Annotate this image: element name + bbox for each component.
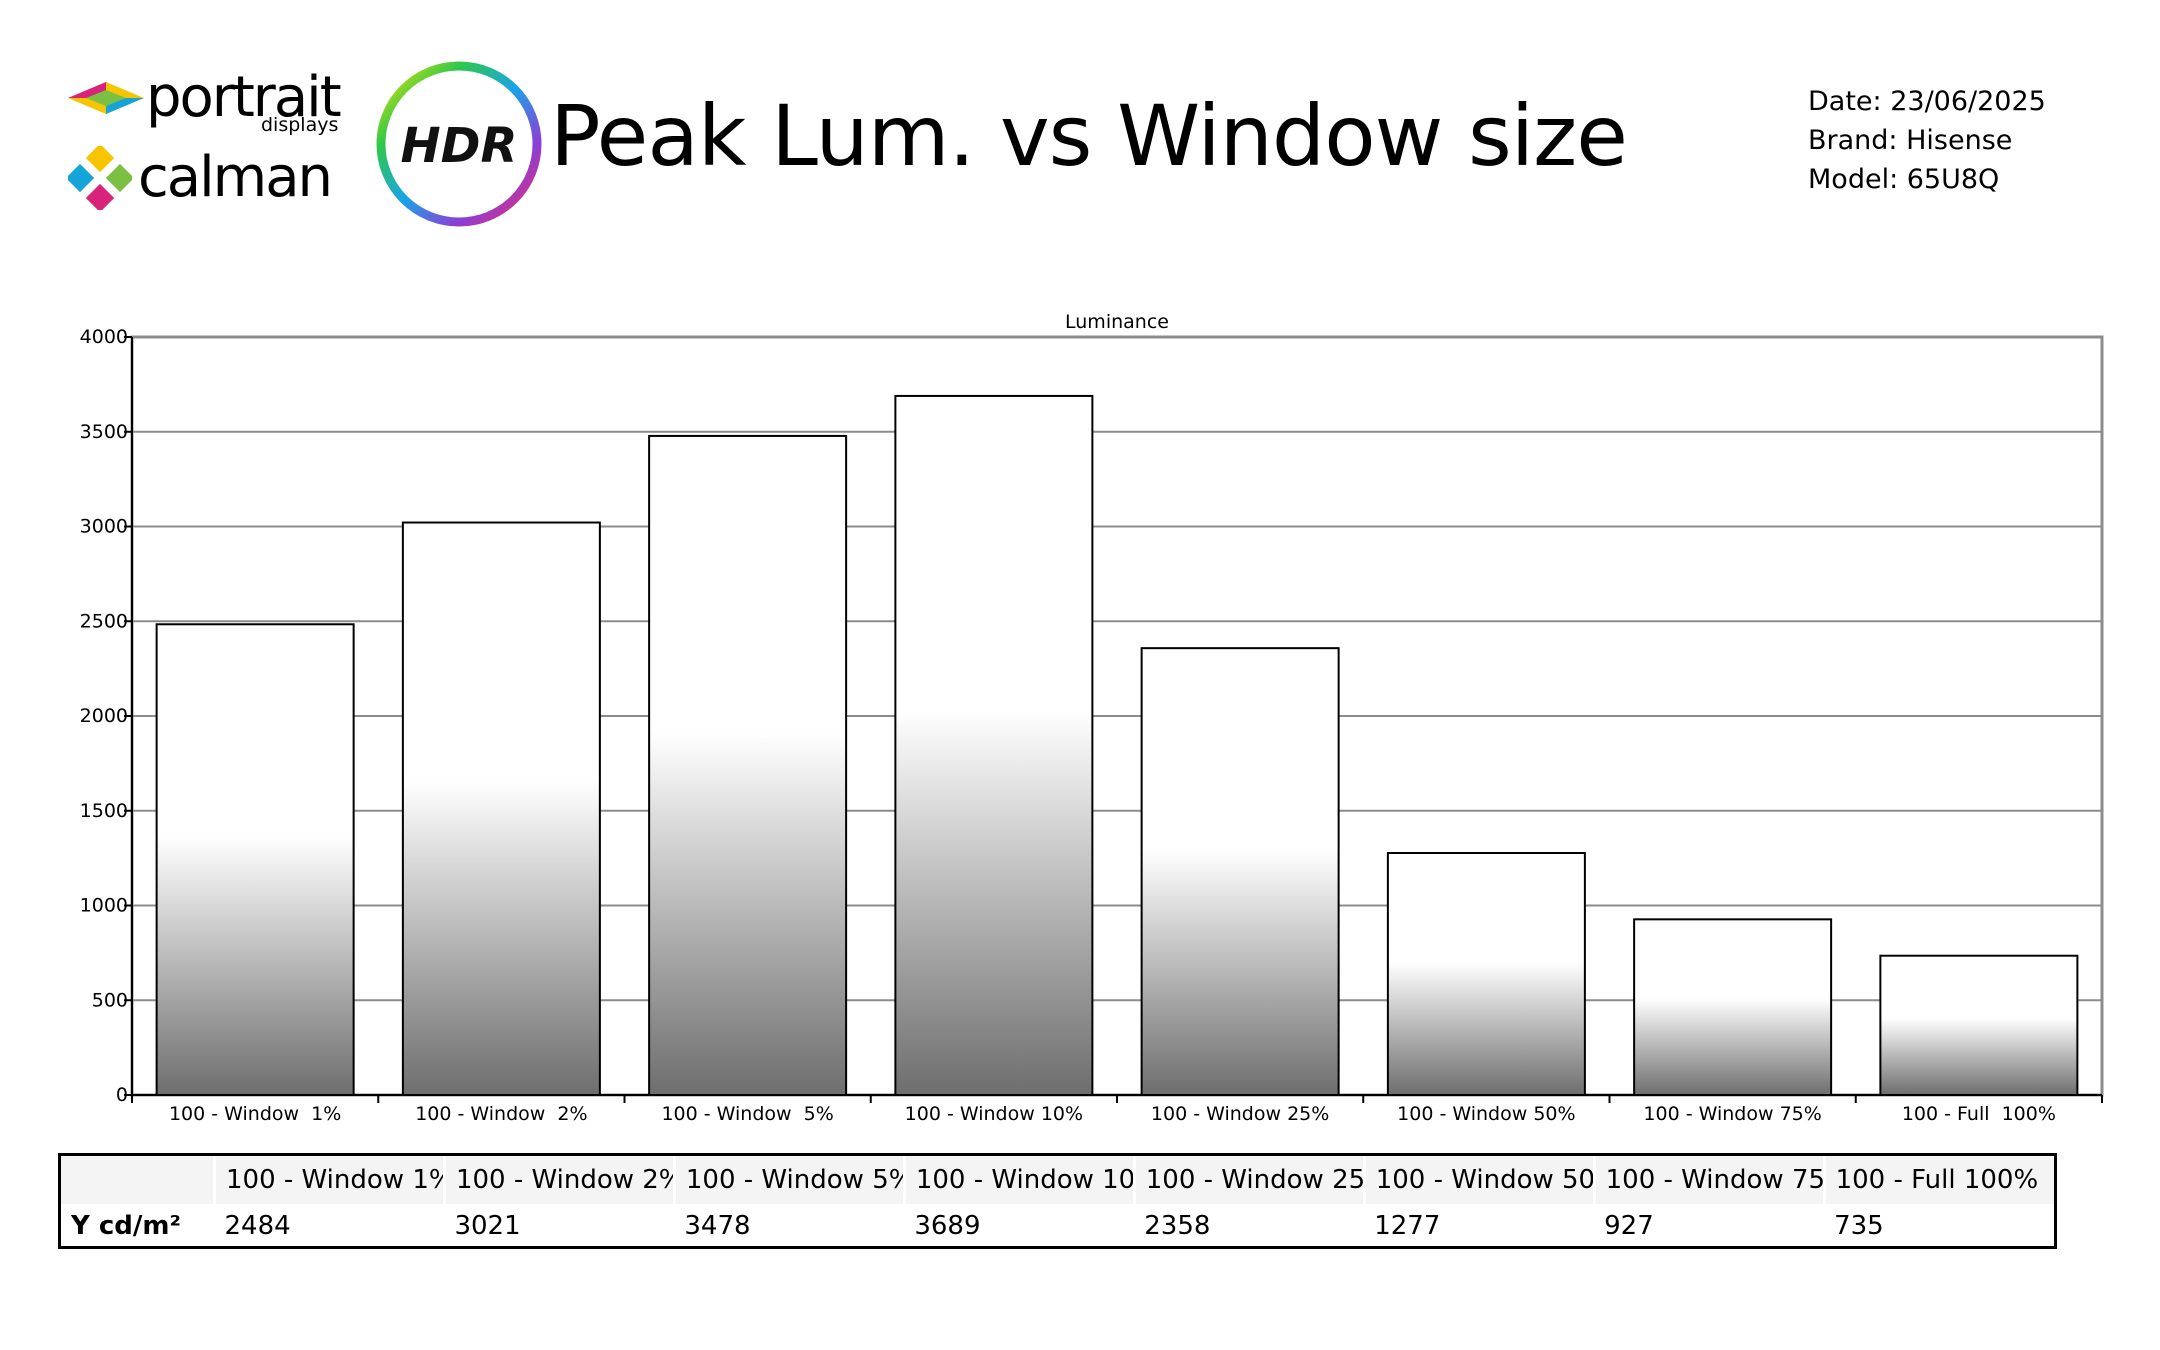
table-row: Y cd/m² 2484 3021 3478 3689 2358 1277 927 735: [61, 1204, 2054, 1248]
portrait-displays-logo: portrait: [66, 65, 342, 130]
bar: [894, 394, 1094, 1096]
table-header-cell: 100 - Window 25%: [1132, 1156, 1365, 1204]
table-header-cell: 100 - Full 100%: [1822, 1156, 2054, 1204]
portrait-wordmark: portrait: [146, 65, 342, 130]
y-tick-label: 2500: [80, 610, 128, 632]
table-value-cell: 3021: [454, 1211, 521, 1241]
x-tick-label: 100 - Window 2%: [415, 1103, 587, 1125]
table-value-cell: 3478: [684, 1211, 751, 1241]
y-tick-label: 3000: [80, 516, 128, 538]
x-tick-label: 100 - Window 5%: [661, 1103, 833, 1125]
table-header-cell: 100 - Window 50%: [1362, 1156, 1595, 1204]
calman-wordmark: calman: [138, 145, 333, 210]
calman-mark-icon: [68, 146, 132, 210]
luminance-bar-chart: 0 500 1000 1500 2000 2500 3000 3500 4000 100 - Wi…: [80, 311, 2104, 1125]
table-corner-cell: [61, 1156, 215, 1204]
y-tick-label: 4000: [80, 326, 128, 348]
x-tick-label: 100 - Window 25%: [1151, 1103, 1329, 1125]
x-tick-label: 100 - Window 1%: [169, 1103, 341, 1125]
bar: [155, 623, 355, 1096]
portrait-mark-icon: [68, 82, 144, 114]
report-brand: Brand: Hisense: [1808, 125, 2013, 156]
x-tick-label: 100 - Window 75%: [1643, 1103, 1821, 1125]
table-value-cell: 927: [1604, 1211, 1654, 1241]
table-header-cell: 100 - Window 10%: [902, 1156, 1135, 1204]
table-value-cell: 2484: [224, 1211, 291, 1241]
table-header-cell: 100 - Window 75%: [1592, 1156, 1825, 1204]
x-tick-label: 100 - Window 50%: [1397, 1103, 1575, 1125]
table-row-label: Y cd/m²: [71, 1211, 181, 1241]
table-value-cell: 735: [1834, 1211, 1884, 1241]
page-title: Peak Lum. vs Window size: [550, 87, 1628, 185]
hdr-badge-text: HDR: [401, 118, 518, 174]
calman-logo: calman: [68, 145, 333, 210]
report-date: Date: 23/06/2025: [1808, 86, 2046, 117]
values-table: 100 - Window 1% 100 - Window 2% 100 - Wind…: [58, 1153, 2057, 1249]
bar: [401, 521, 601, 1096]
table-header-cell: 100 - Window 5%: [672, 1156, 905, 1204]
bar: [1140, 647, 1340, 1096]
displays-wordmark: displays: [261, 114, 339, 136]
bar: [1879, 954, 2079, 1097]
table-header-row: 100 - Window 1% 100 - Window 2% 100 - Wind…: [61, 1156, 2054, 1204]
bar: [1633, 918, 1833, 1096]
chart-title: Luminance: [1065, 311, 1169, 333]
y-tick-label: 2000: [80, 705, 128, 727]
table-value-cell: 1277: [1374, 1211, 1441, 1241]
table-value-cell: 3689: [914, 1211, 981, 1241]
table-header-cell: 100 - Window 2%: [442, 1156, 675, 1204]
y-tick-label: 500: [92, 989, 128, 1011]
x-tick-label: 100 - Window 10%: [905, 1103, 1083, 1125]
table-header-cell: 100 - Window 1%: [213, 1156, 445, 1204]
chart-bars: [155, 394, 2079, 1097]
report-model: Model: 65U8Q: [1808, 164, 2000, 195]
table-value-cell: 2358: [1144, 1211, 1211, 1241]
report-meta: Date: 23/06/2025 Brand: Hisense Model: 6…: [1808, 82, 2046, 199]
y-tick-label: 1500: [80, 800, 128, 822]
bar: [1386, 852, 1586, 1096]
logo-block: portrait displays calman: [66, 66, 366, 216]
y-tick-label: 0: [116, 1084, 128, 1106]
y-tick-label: 3500: [80, 421, 128, 443]
y-tick-label: 1000: [80, 895, 128, 917]
bar: [648, 434, 848, 1096]
hdr-badge-icon: HDR: [376, 61, 542, 227]
chart-axes: 0 500 1000 1500 2000 2500 3000 3500 4000 100 - Wi…: [80, 326, 2103, 1125]
x-tick-label: 100 - Full 100%: [1902, 1103, 2056, 1125]
